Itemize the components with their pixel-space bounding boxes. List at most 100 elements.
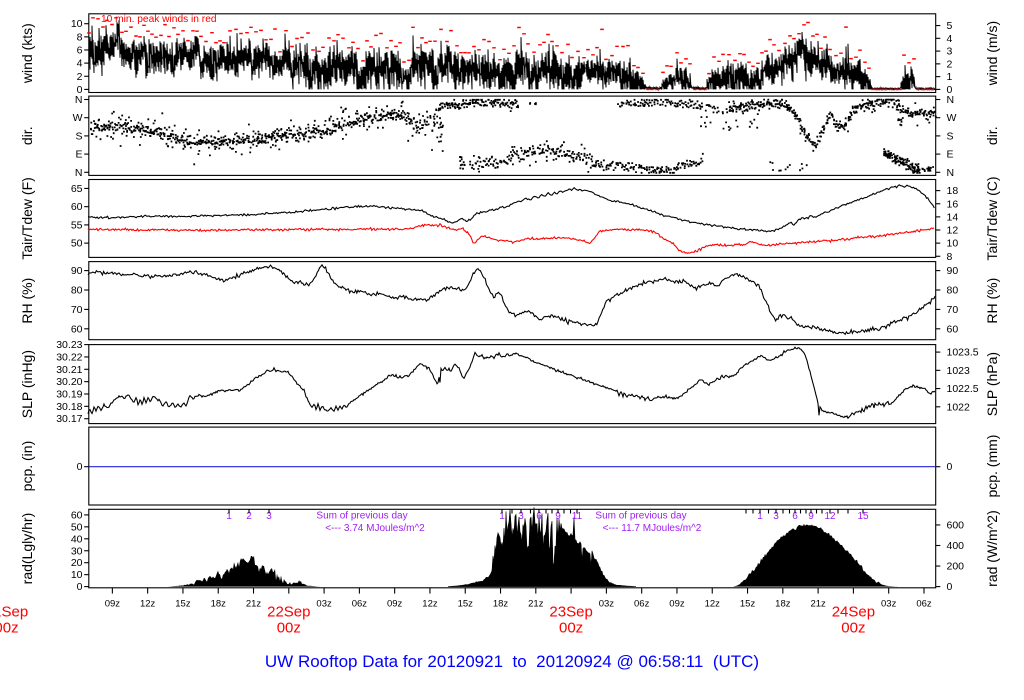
svg-text:RH (%): RH (%) [19, 278, 35, 324]
svg-text:4: 4 [77, 58, 83, 70]
svg-text:10: 10 [71, 569, 83, 581]
svg-text:30.21: 30.21 [56, 364, 82, 376]
svg-text:8: 8 [947, 251, 953, 263]
svg-text:3: 3 [266, 511, 272, 522]
svg-text:60: 60 [71, 201, 83, 213]
svg-text:60: 60 [71, 323, 83, 335]
svg-text:00z: 00z [559, 620, 583, 637]
svg-text:30.23: 30.23 [56, 339, 82, 351]
svg-text:21z: 21z [246, 599, 262, 610]
svg-text:00z: 00z [277, 620, 301, 637]
svg-text:30.22: 30.22 [56, 351, 82, 363]
svg-text:N: N [75, 167, 83, 179]
svg-text:90: 90 [947, 265, 959, 277]
svg-text:N: N [947, 94, 955, 106]
svg-text:0: 0 [947, 461, 953, 473]
svg-text:15: 15 [857, 511, 869, 522]
svg-text:18z: 18z [493, 599, 509, 610]
svg-text:UW Rooftop Data for 20120921: UW Rooftop Data for 20120921 to 20120924… [265, 652, 759, 671]
svg-text:1: 1 [226, 511, 232, 522]
svg-text:0: 0 [947, 581, 953, 593]
svg-text:12: 12 [947, 225, 959, 237]
svg-text:1023.5: 1023.5 [947, 347, 979, 359]
svg-text:12z: 12z [422, 599, 438, 610]
svg-text:20: 20 [71, 557, 83, 569]
svg-text:40: 40 [71, 533, 83, 545]
svg-text:03z: 03z [881, 599, 897, 610]
svg-text:80: 80 [71, 285, 83, 297]
svg-text:400: 400 [947, 540, 965, 552]
svg-text:600: 600 [947, 519, 965, 531]
svg-text:22Sep: 22Sep [267, 604, 310, 621]
svg-text:00z: 00z [841, 620, 865, 637]
svg-text:90: 90 [71, 265, 83, 277]
svg-text:14: 14 [947, 211, 959, 223]
svg-text:9: 9 [808, 511, 814, 522]
svg-text:16: 16 [947, 198, 959, 210]
svg-text:1022.5: 1022.5 [947, 383, 979, 395]
svg-text:0: 0 [77, 461, 83, 473]
svg-text:30.17: 30.17 [56, 413, 82, 425]
svg-text:6: 6 [792, 511, 798, 522]
svg-text:30: 30 [71, 545, 83, 557]
svg-text:N: N [75, 94, 83, 106]
svg-text:E: E [947, 149, 954, 161]
svg-text:03z: 03z [316, 599, 332, 610]
svg-text:1022: 1022 [947, 401, 971, 413]
svg-text:2: 2 [246, 511, 252, 522]
svg-text:Sum of previous day: Sum of previous day [595, 511, 686, 522]
svg-text:09z: 09z [669, 599, 685, 610]
svg-text:2: 2 [77, 71, 83, 83]
svg-text:60: 60 [71, 509, 83, 521]
svg-text:24Sep: 24Sep [832, 604, 875, 621]
svg-text:60: 60 [947, 323, 959, 335]
svg-text:200: 200 [947, 561, 965, 573]
svg-text:wind (m/s): wind (m/s) [984, 21, 1000, 87]
svg-text:15z: 15z [740, 599, 756, 610]
svg-text:8: 8 [77, 31, 83, 43]
svg-text:Sum of previous day: Sum of previous day [316, 511, 407, 522]
svg-text:12z: 12z [140, 599, 156, 610]
svg-text:00z: 00z [0, 620, 19, 637]
svg-text:N: N [947, 167, 955, 179]
svg-text:9: 9 [555, 511, 561, 522]
svg-text:0: 0 [77, 84, 83, 96]
svg-text:15z: 15z [458, 599, 474, 610]
svg-text:Tair/Tdew (F): Tair/Tdew (F) [19, 177, 35, 259]
svg-text:S: S [947, 130, 954, 142]
svg-text:10: 10 [947, 238, 959, 250]
svg-text:80: 80 [947, 285, 959, 297]
svg-text:15z: 15z [175, 599, 191, 610]
svg-text:5: 5 [947, 20, 953, 32]
svg-text:18z: 18z [211, 599, 227, 610]
svg-text:65: 65 [71, 183, 83, 195]
svg-text:55: 55 [71, 219, 83, 231]
svg-text:30.20: 30.20 [56, 376, 82, 388]
svg-text:70: 70 [71, 304, 83, 316]
svg-text:S: S [75, 130, 82, 142]
svg-text:21z: 21z [528, 599, 544, 610]
svg-text:<--- 11.7 MJoules/m^2: <--- 11.7 MJoules/m^2 [603, 523, 702, 534]
svg-text:dir.: dir. [984, 126, 1000, 145]
svg-text:50: 50 [71, 238, 83, 250]
svg-text:03z: 03z [599, 599, 615, 610]
svg-text:18z: 18z [775, 599, 791, 610]
svg-text:wind (kts): wind (kts) [19, 23, 35, 84]
svg-text:1023: 1023 [947, 365, 971, 377]
svg-text:50: 50 [71, 521, 83, 533]
svg-text:W: W [947, 112, 957, 124]
svg-text:rad(Lgly/hr): rad(Lgly/hr) [19, 513, 35, 585]
svg-text:06z: 06z [352, 599, 368, 610]
svg-text:10 min. peak winds in red: 10 min. peak winds in red [101, 14, 217, 25]
svg-text:0: 0 [77, 581, 83, 593]
svg-text:3: 3 [518, 511, 524, 522]
svg-text:1: 1 [499, 511, 505, 522]
svg-text:SLP (hPa): SLP (hPa) [984, 352, 1000, 416]
svg-text:0: 0 [947, 84, 953, 96]
svg-text:21Sep: 21Sep [0, 604, 28, 621]
svg-text:RH (%): RH (%) [984, 278, 1000, 324]
svg-text:rad (W/m^2): rad (W/m^2) [984, 510, 1000, 587]
svg-text:2: 2 [947, 58, 953, 70]
svg-text:3: 3 [947, 46, 953, 58]
svg-text:30.19: 30.19 [56, 389, 82, 401]
